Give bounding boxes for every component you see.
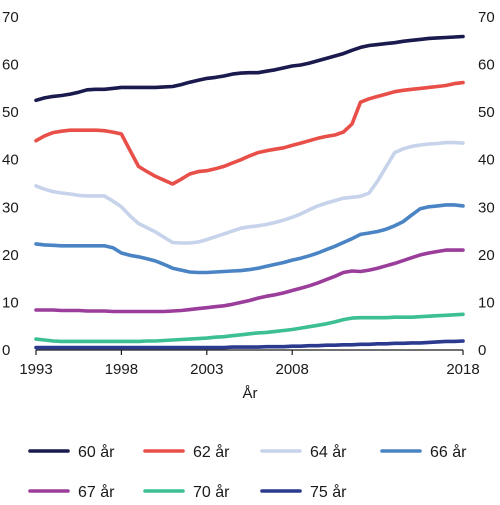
legend-label: 64 år [310, 443, 347, 461]
legend-label: 75 år [310, 483, 347, 501]
series-lines [34, 34, 465, 350]
x-tick-label: 1998 [105, 361, 138, 378]
y-axis-right-ticks: 0 10 20 30 40 50 60 70 [478, 9, 495, 359]
y-tick-label-left: 50 [2, 104, 19, 121]
y-tick-label-left: 40 [2, 152, 19, 169]
legend-label: 70 år [193, 483, 230, 501]
x-tick-label: 2018 [446, 361, 479, 378]
y-tick-label-left: 0 [2, 342, 10, 359]
y-tick-label-right: 20 [478, 247, 495, 264]
y-tick-label-right: 70 [478, 9, 495, 26]
legend: 60 år 62 år 64 år 66 år 67 år 70 år 75 år [28, 443, 467, 501]
y-tick-label-left: 20 [2, 247, 19, 264]
series-line [34, 312, 465, 344]
legend-label: 60 år [78, 443, 115, 461]
x-tick-label: 2008 [276, 361, 309, 378]
y-tick-label-right: 30 [478, 199, 495, 216]
series-line [34, 34, 465, 103]
series-line [34, 203, 465, 275]
y-tick-label-right: 50 [478, 104, 495, 121]
y-tick-label-left: 70 [2, 9, 19, 26]
x-tick-label: 1993 [19, 361, 52, 378]
series-line [34, 248, 465, 314]
x-axis-ticks: 1993 1998 2003 2008 2018 [19, 350, 480, 378]
x-tick-label: 2003 [190, 361, 223, 378]
series-line [34, 339, 465, 350]
y-tick-label-left: 30 [2, 199, 19, 216]
y-tick-label-right: 60 [478, 57, 495, 74]
series-line [34, 80, 465, 186]
y-tick-label-right: 0 [478, 342, 486, 359]
y-tick-label-right: 40 [478, 152, 495, 169]
legend-label: 62 år [193, 443, 230, 461]
y-tick-label-left: 60 [2, 57, 19, 74]
legend-label: 67 år [78, 483, 115, 501]
y-tick-label-left: 10 [2, 294, 19, 311]
y-tick-label-right: 10 [478, 294, 495, 311]
legend-label: 66 år [430, 443, 467, 461]
y-axis-left-ticks: 0 10 20 30 40 50 60 70 [2, 9, 19, 359]
x-axis-label: År [243, 385, 258, 402]
series-line [34, 140, 465, 245]
